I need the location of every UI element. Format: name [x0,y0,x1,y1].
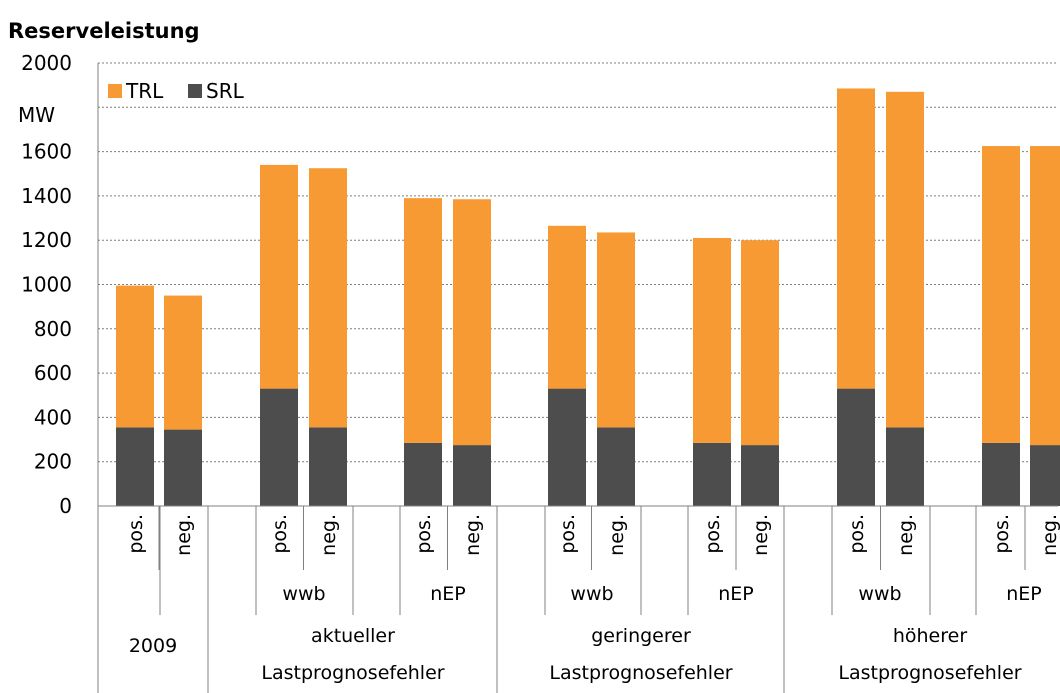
y-tick-label: 1000 [21,273,72,297]
group-label: nEP [718,583,754,605]
y-tick-label: 400 [34,405,72,429]
bar-trl [548,225,586,389]
y-tick-label: 2000 [21,51,72,75]
bar-srl [886,427,924,506]
supergroup-label: aktueller Lastprognosefehler [261,625,444,684]
x-tick-label: neg. [606,514,628,556]
bar-srl [982,442,1020,506]
bar-srl [453,445,491,506]
x-tick-label: pos. [702,514,724,554]
x-tick-label: pos. [413,514,435,554]
supergroup-label: geringerer Lastprognosefehler [549,625,732,684]
chart-title: Reserveleistung [8,19,200,43]
x-tick-label: neg. [318,514,340,556]
y-tick-label: 600 [34,361,72,385]
bar-trl [886,91,924,428]
legend-label: SRL [206,79,245,103]
bar-srl [693,442,731,506]
bar-srl [1030,445,1060,506]
group-label: nEP [430,583,466,605]
bar-trl [453,199,491,446]
bar-trl [693,237,731,443]
bar-srl [837,388,875,506]
bar-srl [309,427,347,506]
group-label: wwb [282,583,325,605]
x-tick-label: neg. [750,514,772,556]
x-tick-label: pos. [846,514,868,554]
bar-trl [164,295,202,430]
bar-srl [164,429,202,506]
y-tick-label: 800 [34,317,72,341]
bar-trl [1030,146,1060,446]
bar-srl [404,442,442,506]
group-label: nEP [1006,583,1042,605]
group-label: wwb [570,583,613,605]
bar-trl [982,146,1020,443]
y-tick-label: 1600 [21,140,72,164]
supergroup-label: höherer Lastprognosefehler [838,625,1021,684]
axes [97,63,1058,693]
y-axis-unit-label: MW [18,103,55,127]
bar-trl [837,88,875,389]
supergroup-label: 2009 [129,635,177,657]
x-tick-label: pos. [269,514,291,554]
y-tick-label: 1400 [21,184,72,208]
category-labels: pos. neg. pos. neg. pos. neg. pos. neg. pos. neg.… [125,506,1060,693]
bar-srl [260,388,298,506]
x-tick-label: neg. [173,514,195,556]
x-tick-label: pos. [557,514,579,554]
legend: TRL SRL [108,79,245,103]
y-axis-ticks: 0 200 400 600 800 1000 1200 1400 1600 2000 [21,51,72,518]
y-tick-label: 0 [59,494,72,518]
bar-srl [597,427,635,506]
x-tick-label: pos. [125,514,147,554]
legend-swatch [108,84,122,98]
x-tick-label: neg. [1039,514,1060,556]
x-tick-label: neg. [895,514,917,556]
bar-trl [116,285,154,428]
x-tick-label: neg. [462,514,484,556]
bar-srl [548,388,586,506]
bars [116,88,1060,506]
bar-trl [741,240,779,446]
y-tick-label: 1200 [21,228,72,252]
group-label: wwb [858,583,901,605]
bar-trl [404,198,442,443]
legend-label: TRL [125,79,164,103]
x-tick-label: pos. [991,514,1013,554]
y-tick-label: 200 [34,450,72,474]
legend-swatch [188,84,202,98]
bar-trl [597,232,635,428]
bar-trl [260,164,298,389]
bar-srl [116,427,154,506]
bar-srl [741,445,779,506]
bar-trl [309,168,347,428]
